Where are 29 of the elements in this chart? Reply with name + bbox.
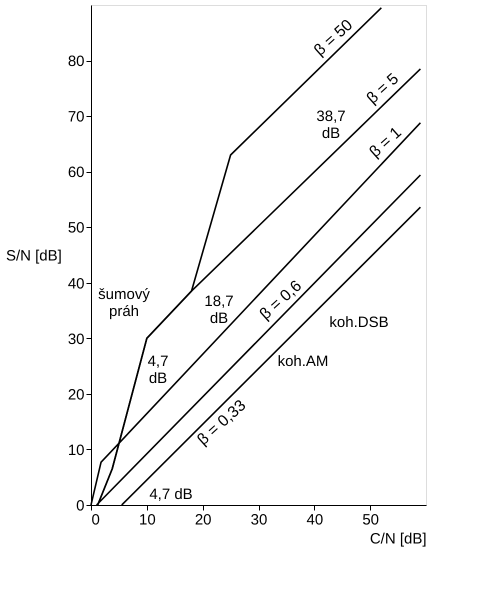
annotation: 38,7 dB [316, 108, 346, 142]
x-tick-label: 30 [250, 512, 268, 528]
x-tick-label: 20 [194, 512, 212, 528]
y-tick-label: 80 [68, 53, 84, 70]
x-axis-title: C/N [dB] [370, 530, 426, 548]
annotation: koh.DSB [329, 314, 389, 331]
y-tick-label: 70 [68, 108, 84, 126]
y-tick-label: 10 [68, 442, 84, 459]
y-tick-label: 0 [76, 498, 84, 514]
annotation: koh.AM [278, 353, 328, 370]
text: β = 0,6 [256, 277, 306, 324]
x-tick-label: 40 [306, 512, 324, 528]
y-tick-label: 50 [68, 220, 84, 237]
y-tick-label: 60 [68, 164, 84, 182]
annotation: 4,7 dB [149, 486, 193, 503]
annotation: 4,7 dB [148, 353, 168, 387]
text: β = 1 [366, 124, 405, 162]
y-tick-label: 20 [68, 386, 84, 404]
text: β = 0,33 [194, 396, 250, 449]
text: β = 5 [364, 70, 402, 108]
x-tick-label: 50 [362, 512, 380, 528]
x-tick-label: 0 [92, 512, 100, 528]
y-axis-title: S/N [dB] [6, 248, 62, 264]
y-tick-label: 40 [68, 275, 84, 292]
text: β = 50 [311, 16, 356, 60]
annotation: šumový práh [98, 286, 150, 320]
annotation: 18,7 dB [204, 293, 234, 327]
y-tick-label: 30 [68, 330, 84, 348]
x-tick-label: 10 [138, 512, 156, 528]
